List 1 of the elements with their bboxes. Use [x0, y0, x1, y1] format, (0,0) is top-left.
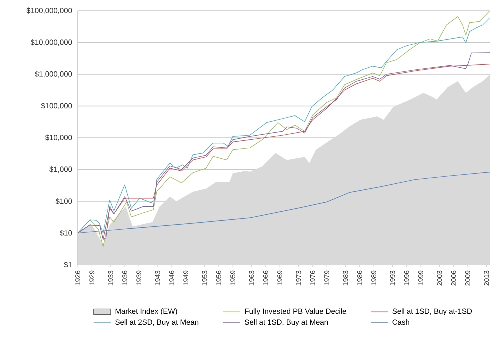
- line-series: [78, 172, 490, 234]
